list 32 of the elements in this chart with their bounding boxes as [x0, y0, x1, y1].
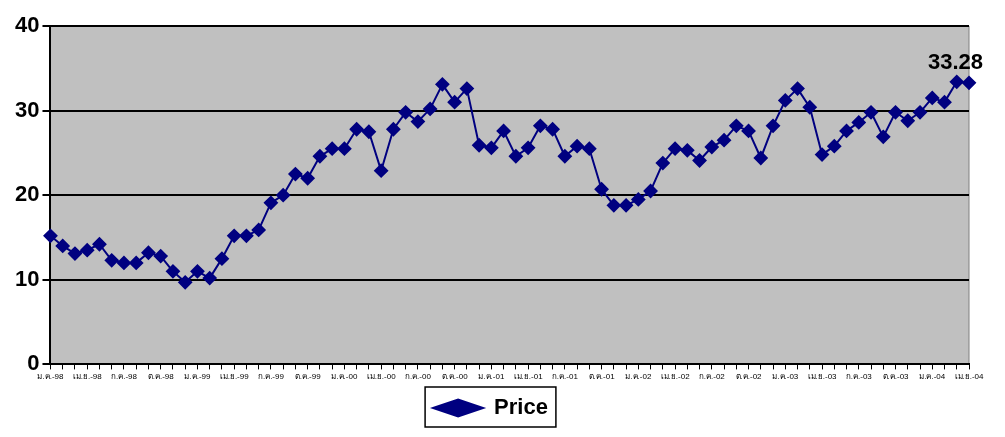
x-tick-label: เม.ย.-02 — [660, 372, 691, 382]
x-tick-label: ม.ค.-04 — [919, 372, 946, 382]
x-tick-label: ก.ค.-03 — [845, 372, 873, 382]
x-tick-label: ก.ค.-00 — [404, 372, 432, 382]
x-tick-label: เม.ย.-99 — [219, 372, 250, 382]
data-label: 33.28 — [927, 48, 983, 74]
x-tick-label: ต.ค.-99 — [294, 372, 322, 382]
x-tick-label: ม.ค.-02 — [625, 372, 652, 382]
x-tick-label: ม.ค.-03 — [772, 372, 799, 382]
y-tick-label: 30 — [14, 96, 40, 122]
x-tick-label: ต.ค.-02 — [735, 372, 763, 382]
y-tick-label: 40 — [14, 12, 40, 38]
x-tick-label: ก.ค.-98 — [110, 372, 138, 382]
x-tick-label: ต.ค.-00 — [441, 372, 469, 382]
x-tick-label: เม.ย.-98 — [72, 372, 103, 382]
x-tick-label: เม.ย.-00 — [366, 372, 397, 382]
x-tick-label: ก.ค.-99 — [257, 372, 285, 382]
x-tick-label: ม.ค.-98 — [37, 372, 65, 382]
x-tick-label: ม.ค.-01 — [478, 372, 505, 382]
legend-label: Price — [494, 394, 548, 420]
x-tick-label: ต.ค.-98 — [147, 372, 175, 382]
x-tick-label: ต.ค.-01 — [588, 372, 616, 382]
x-tick-label: ก.ค.-02 — [698, 372, 726, 382]
y-tick-label: 10 — [14, 265, 40, 291]
x-tick-label: ม.ค.-99 — [184, 372, 211, 382]
x-tick-label: เม.ย.-03 — [807, 372, 838, 382]
x-tick-label: ก.ค.-01 — [551, 372, 579, 382]
x-tick-label: ม.ค.-00 — [331, 372, 358, 382]
y-tick-label: 20 — [14, 181, 40, 207]
x-tick-label: ต.ค.-03 — [882, 372, 910, 382]
x-tick-label: เม.ย.-04 — [954, 372, 985, 382]
x-tick-label: เม.ย.-01 — [513, 372, 544, 382]
